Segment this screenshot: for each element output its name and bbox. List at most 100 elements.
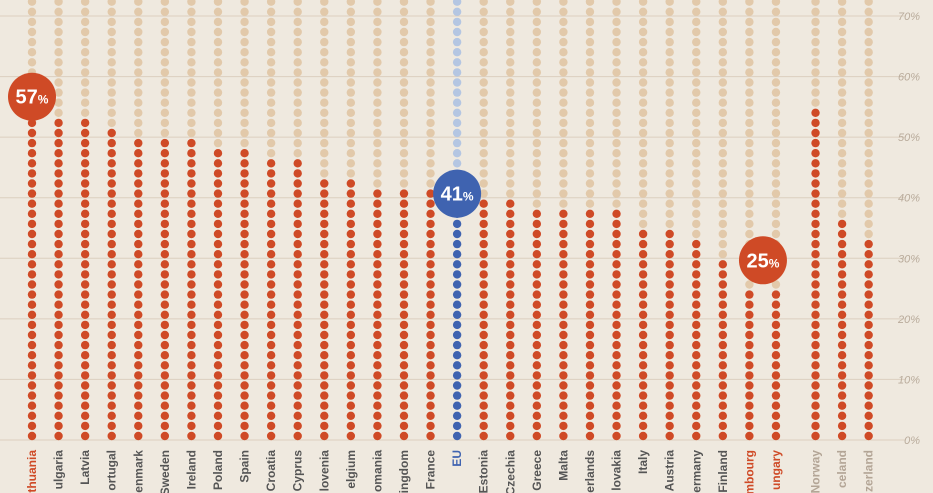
- empty-dot: [54, 0, 63, 6]
- empty-dot: [532, 98, 542, 107]
- empty-dot: [399, 68, 409, 77]
- empty-dot: [452, 118, 462, 128]
- empty-dot: [532, 7, 542, 16]
- empty-dot: [771, 0, 781, 6]
- value-dot: [293, 159, 302, 168]
- value-dot: [692, 239, 701, 249]
- value-dot: [506, 361, 515, 370]
- value-dot: [771, 340, 781, 350]
- empty-dot: [692, 189, 701, 198]
- value-dot: [585, 310, 595, 319]
- value-dot: [426, 229, 435, 239]
- value-dot: [559, 310, 568, 319]
- empty-dot: [187, 17, 196, 27]
- value-dot: [426, 340, 435, 350]
- empty-dot: [54, 27, 63, 37]
- value-dot: [559, 340, 568, 350]
- column-latvia: [80, 0, 90, 441]
- x-tick-label: lovakia: [610, 450, 624, 491]
- empty-dot: [80, 27, 90, 37]
- empty-dot: [134, 98, 143, 107]
- value-dot: [80, 199, 90, 208]
- empty-dot: [320, 0, 329, 6]
- empty-dot: [532, 68, 542, 77]
- value-dot: [452, 239, 462, 249]
- empty-dot: [665, 199, 674, 208]
- x-tick-label: Ireland: [184, 450, 198, 489]
- value-dot: [612, 310, 621, 319]
- value-dot: [266, 330, 276, 340]
- empty-dot: [638, 138, 648, 148]
- value-dot: [187, 239, 196, 249]
- value-dot: [266, 209, 276, 218]
- value-dot: [638, 340, 648, 350]
- empty-dot: [718, 27, 728, 37]
- value-dot: [837, 421, 847, 431]
- empty-dot: [346, 138, 356, 148]
- empty-dot: [665, 118, 674, 128]
- value-dot: [373, 300, 382, 309]
- empty-dot: [718, 199, 728, 208]
- empty-dot: [266, 108, 276, 118]
- value-dot: [187, 260, 196, 269]
- empty-dot: [864, 149, 873, 158]
- value-dot: [107, 209, 116, 218]
- empty-dot: [585, 108, 595, 118]
- value-dot: [80, 330, 90, 340]
- value-dot: [745, 381, 754, 390]
- value-dot: [107, 280, 116, 289]
- column-iceland: [837, 0, 847, 441]
- empty-dot: [665, 108, 674, 118]
- value-dot: [638, 391, 648, 400]
- empty-dot: [426, 68, 435, 77]
- value-dot: [532, 381, 542, 390]
- empty-dot: [771, 68, 781, 77]
- empty-dot: [479, 128, 488, 138]
- value-dot: [320, 199, 329, 208]
- empty-dot: [692, 179, 701, 188]
- empty-dot: [638, 179, 648, 188]
- empty-dot: [479, 88, 488, 97]
- value-dot: [692, 401, 701, 410]
- value-dot: [320, 411, 329, 420]
- value-dot: [692, 270, 701, 279]
- empty-dot: [612, 0, 621, 6]
- value-dot: [54, 239, 63, 249]
- empty-dot: [665, 48, 674, 57]
- value-dot: [638, 229, 648, 239]
- column-germany: [692, 0, 701, 441]
- empty-dot: [479, 149, 488, 158]
- value-dot: [585, 239, 595, 249]
- empty-dot: [771, 219, 781, 229]
- empty-dot: [134, 48, 143, 57]
- value-dot: [692, 391, 701, 400]
- empty-dot: [346, 128, 356, 138]
- value-dot: [293, 239, 302, 249]
- empty-dot: [452, 48, 462, 57]
- value-dot: [213, 250, 223, 259]
- empty-dot: [266, 118, 276, 128]
- empty-dot: [718, 128, 728, 138]
- value-dot: [160, 300, 170, 309]
- value-dot: [107, 421, 116, 431]
- value-dot: [240, 330, 249, 340]
- empty-dot: [187, 48, 196, 57]
- empty-dot: [426, 108, 435, 118]
- value-dot: [373, 270, 382, 279]
- value-dot: [718, 310, 728, 319]
- value-dot: [612, 361, 621, 370]
- empty-dot: [107, 78, 116, 87]
- value-dot: [346, 229, 356, 239]
- value-dot: [837, 280, 847, 289]
- x-tick-label: Italy: [636, 450, 650, 474]
- empty-dot: [506, 58, 515, 67]
- value-dot: [665, 320, 674, 330]
- value-dot: [479, 250, 488, 259]
- value-dot: [27, 128, 37, 138]
- value-dot: [54, 189, 63, 198]
- value-dot: [506, 330, 515, 340]
- value-dot: [80, 411, 90, 420]
- column-united-kingdom: [399, 0, 409, 441]
- value-dot: [811, 310, 820, 319]
- value-dot: [213, 260, 223, 269]
